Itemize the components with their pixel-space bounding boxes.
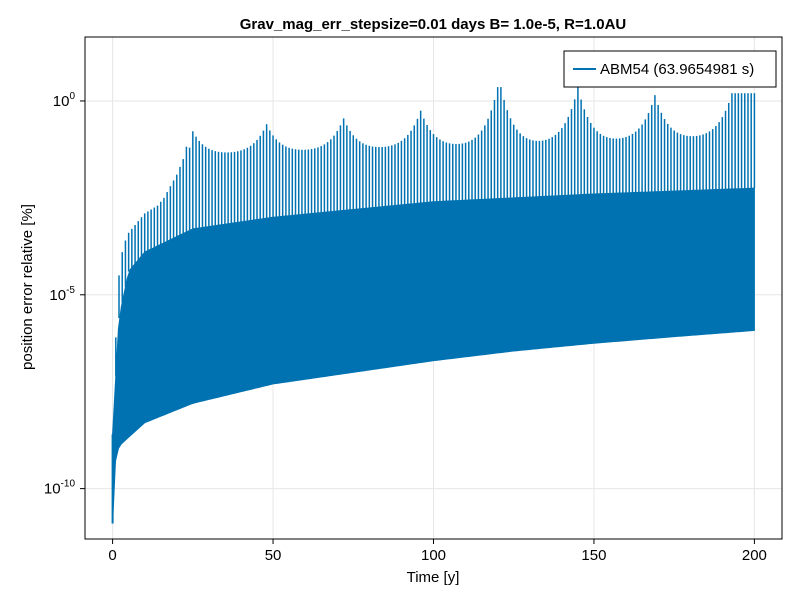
x-tick-label: 150 [581,547,606,564]
x-axis: 0 50 100 150 200 [108,539,767,564]
chart-title: Grav_mag_err_stepsize=0.01 days B= 1.0e-… [240,16,626,33]
x-tick-label: 50 [265,547,282,564]
y-axis-label: position error relative [%] [19,204,36,370]
y-tick-label: 10-5 [49,285,75,304]
x-axis-label: Time [y] [407,569,460,586]
series-layer [111,87,756,524]
legend: ABM54 (63.9654981 s) [563,50,777,88]
y-tick-label: 100 [53,91,76,110]
series-band-abm54 [112,187,755,524]
y-tick-label: 10-10 [44,479,76,498]
legend-box [563,50,777,88]
y-axis: 10-10 10-5 100 [44,91,85,498]
legend-label-abm54: ABM54 (63.9654981 s) [600,61,754,78]
x-tick-label: 0 [108,547,116,564]
x-tick-label: 100 [421,547,446,564]
x-tick-label: 200 [742,547,767,564]
